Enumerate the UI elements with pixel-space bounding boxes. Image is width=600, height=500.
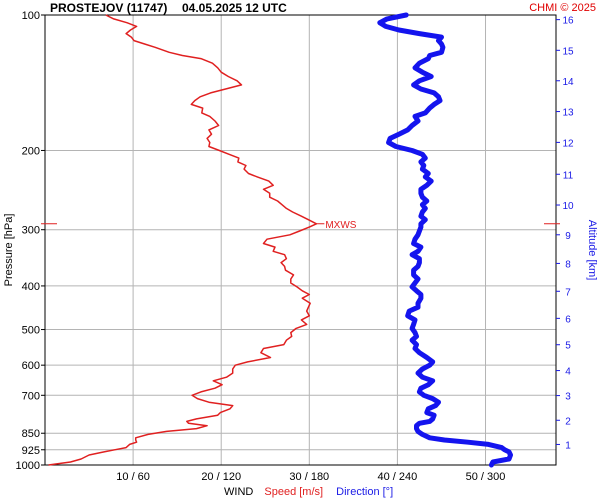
mxws-label: MXWS xyxy=(325,220,356,231)
altitude-tick-label-8: 8 xyxy=(565,259,571,270)
pressure-tick-label-600: 600 xyxy=(22,360,40,372)
x-axis-label-wind: WIND xyxy=(224,486,253,498)
pressure-tick-label-700: 700 xyxy=(22,390,40,402)
pressure-tick-label-300: 300 xyxy=(22,225,40,237)
x-tick-label-0: 10 / 60 xyxy=(116,471,150,483)
y-axis-label-altitude: Altitude [km] xyxy=(586,220,598,281)
altitude-tick-label-7: 7 xyxy=(565,287,571,298)
axis-ticks: 10 / 60 20 / 120 30 / 180 40 / 240 50 / 300 1… xyxy=(16,10,574,483)
grid-lines xyxy=(45,15,556,465)
altitude-tick-label-4: 4 xyxy=(565,367,571,378)
altitude-tick-label-16: 16 xyxy=(562,16,574,27)
altitude-tick-label-14: 14 xyxy=(562,77,574,88)
pressure-tick-label-200: 200 xyxy=(22,145,40,157)
x-axis-label-direction: Direction [°] xyxy=(336,486,393,498)
altitude-tick-label-13: 13 xyxy=(562,108,574,119)
x-tick-label-2: 30 / 180 xyxy=(289,471,329,483)
chart-title-datetime: 04.05.2025 12 UTC xyxy=(182,1,287,15)
altitude-tick-label-1: 1 xyxy=(565,440,571,451)
pressure-tick-label-500: 500 xyxy=(22,325,40,337)
altitude-tick-label-9: 9 xyxy=(565,231,571,242)
altitude-tick-label-12: 12 xyxy=(562,138,574,149)
x-tick-label-3: 40 / 240 xyxy=(378,471,418,483)
pressure-tick-label-400: 400 xyxy=(22,281,40,293)
speed-series-line xyxy=(48,14,318,466)
pressure-tick-label-850: 850 xyxy=(22,428,40,440)
credit-label: CHMI © 2025 xyxy=(529,2,596,14)
direction-series-line xyxy=(377,12,513,468)
x-axis-label: WIND Speed [m/s] Direction [°] xyxy=(224,486,393,498)
altitude-tick-label-5: 5 xyxy=(565,341,571,352)
y-axis-label-pressure: Pressure [hPa] xyxy=(3,214,15,287)
mxws-marker: MXWS xyxy=(41,220,560,231)
plot-frame xyxy=(44,14,557,466)
altitude-tick-label-3: 3 xyxy=(565,392,571,403)
x-tick-label-4: 50 / 300 xyxy=(466,471,506,483)
altitude-tick-label-15: 15 xyxy=(562,46,574,57)
altitude-tick-label-10: 10 xyxy=(562,201,574,212)
chart-title-station: PROSTEJOV (11747) xyxy=(50,1,167,15)
altitude-tick-label-11: 11 xyxy=(563,170,574,181)
pressure-tick-label-100: 100 xyxy=(22,10,40,22)
x-axis-label-speed: Speed [m/s] xyxy=(264,486,323,498)
pressure-tick-label-925: 925 xyxy=(22,445,40,457)
altitude-tick-label-2: 2 xyxy=(565,416,571,427)
x-tick-label-1: 20 / 120 xyxy=(201,471,241,483)
pressure-tick-label-1000: 1000 xyxy=(16,460,40,472)
altitude-tick-label-6: 6 xyxy=(565,314,571,325)
